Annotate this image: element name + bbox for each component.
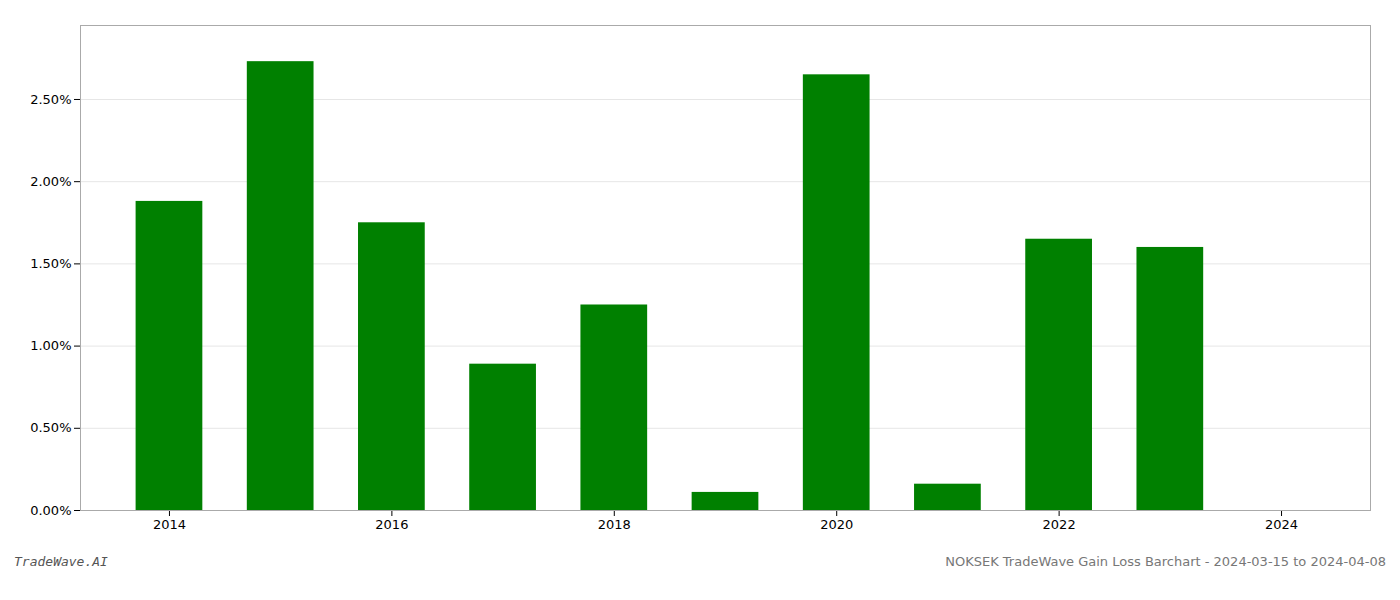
svg-text:0.00%: 0.00% [30,503,71,518]
svg-text:1.50%: 1.50% [30,256,71,271]
svg-text:2.00%: 2.00% [30,174,71,189]
html-text:TradeWave.AI: TradeWave.AI [14,554,108,569]
svg-text:2022: 2022 [1043,517,1076,532]
svg-text:2014: 2014 [153,517,186,532]
svg-text:2016: 2016 [375,517,408,532]
svg-text:1.00%: 1.00% [30,338,71,353]
svg-text:2018: 2018 [598,517,631,532]
svg-text:2024: 2024 [1265,517,1298,532]
html-text:NOKSEK TradeWave Gain Loss Bar: NOKSEK TradeWave Gain Loss Barchart - 20… [945,554,1386,569]
svg-text:2.50%: 2.50% [30,92,71,107]
svg-text:0.50%: 0.50% [30,420,71,435]
svg-text:2020: 2020 [820,517,853,532]
